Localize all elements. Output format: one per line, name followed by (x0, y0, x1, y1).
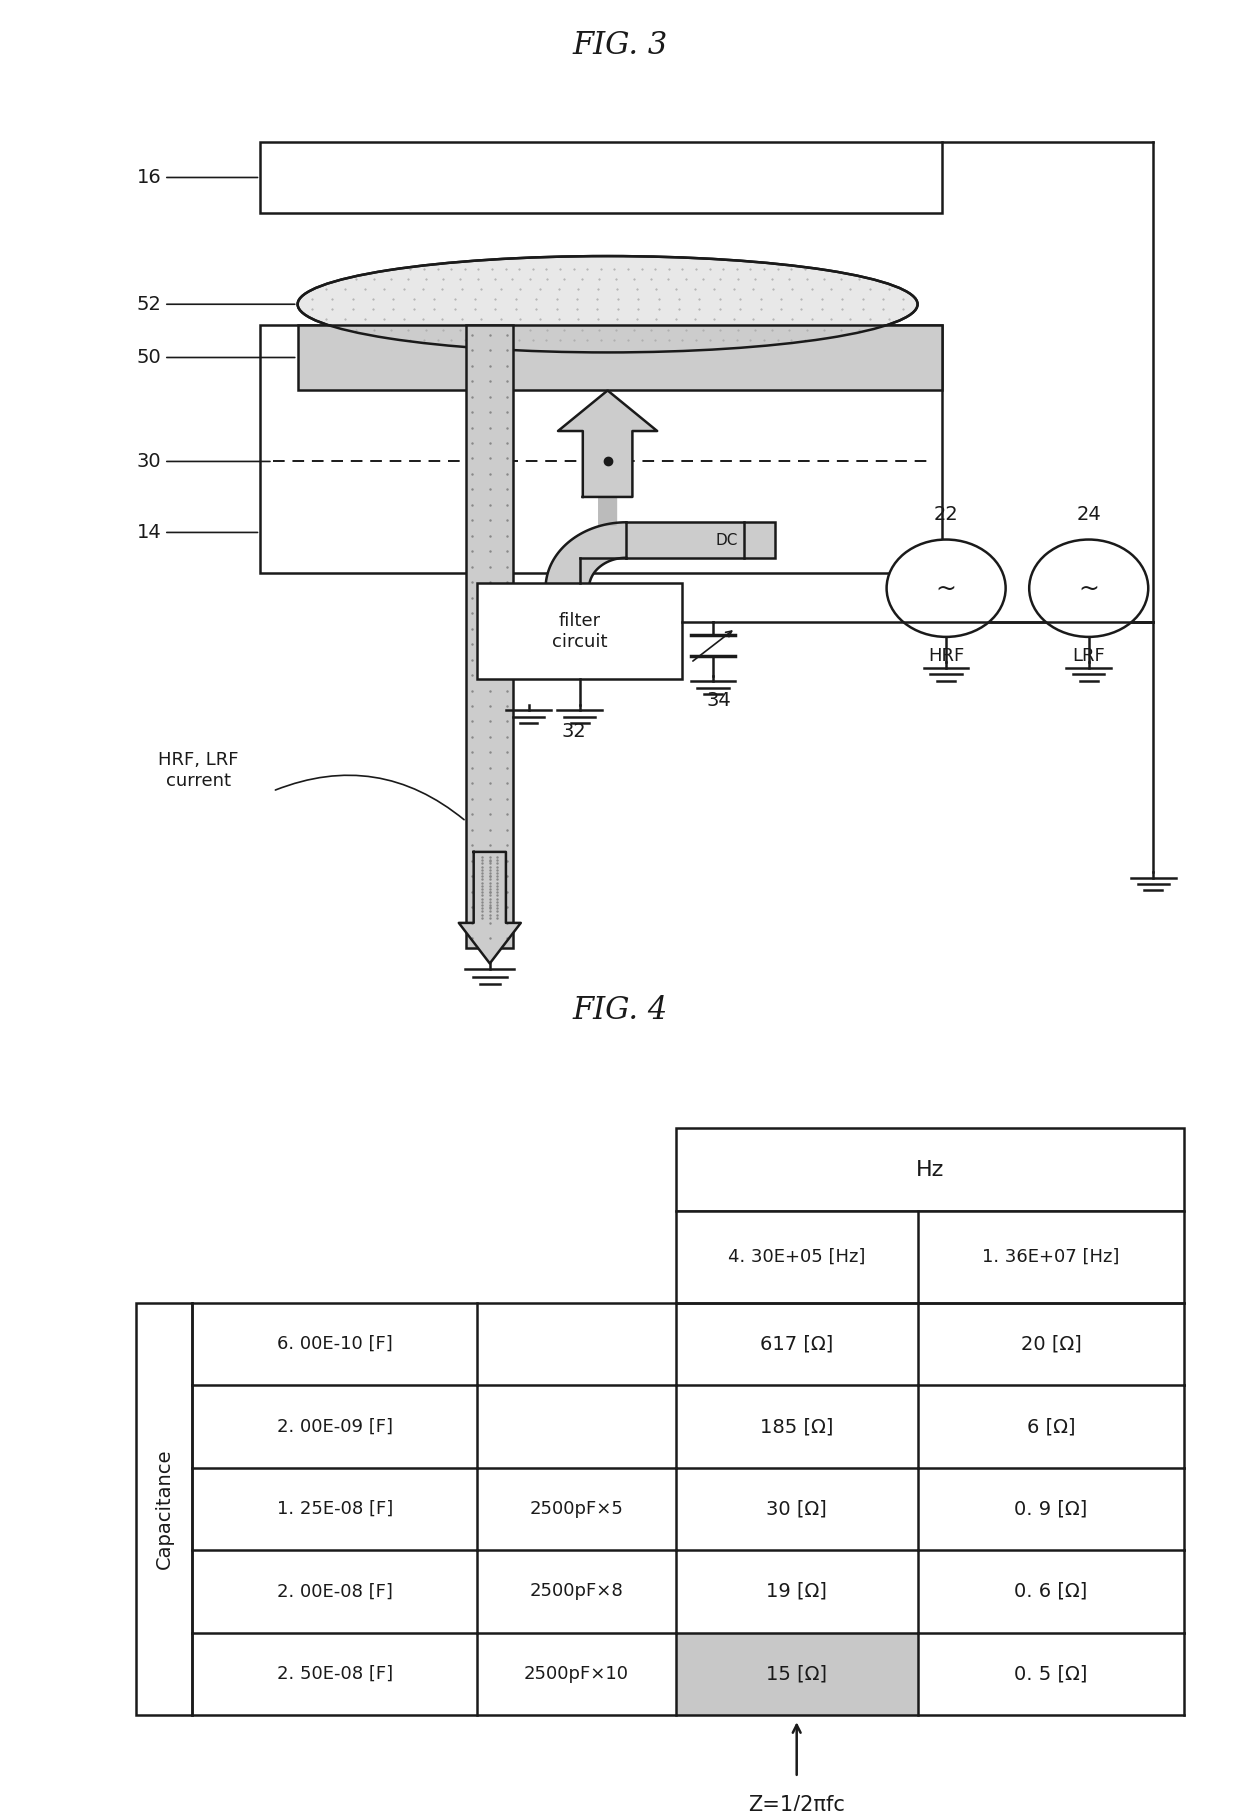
Text: 30: 30 (136, 453, 270, 471)
Bar (676, 1128, 1184, 1212)
Text: 1. 36E+07 [Hz]: 1. 36E+07 [Hz] (982, 1248, 1120, 1266)
Text: 0. 5 [Ω]: 0. 5 [Ω] (1014, 1664, 1087, 1684)
Text: HRF: HRF (928, 647, 965, 665)
Circle shape (1029, 540, 1148, 637)
Text: filter
circuit: filter circuit (552, 612, 608, 650)
Text: 22: 22 (934, 505, 959, 525)
Text: 30 [Ω]: 30 [Ω] (766, 1500, 827, 1518)
Text: 2. 50E-08 [F]: 2. 50E-08 [F] (277, 1664, 393, 1682)
Text: 185 [Ω]: 185 [Ω] (760, 1416, 833, 1436)
Text: ~: ~ (1079, 576, 1099, 599)
Text: 1. 25E-08 [F]: 1. 25E-08 [F] (277, 1500, 393, 1518)
Text: 617 [Ω]: 617 [Ω] (760, 1335, 833, 1353)
Text: 15 [Ω]: 15 [Ω] (766, 1664, 827, 1684)
Text: 28: 28 (477, 608, 502, 627)
Bar (676, 1212, 1184, 1302)
Text: 0. 9 [Ω]: 0. 9 [Ω] (1014, 1500, 1087, 1518)
Text: 19 [Ω]: 19 [Ω] (766, 1583, 827, 1601)
Text: DC: DC (715, 532, 738, 547)
Polygon shape (626, 522, 744, 558)
Text: 34: 34 (707, 692, 732, 710)
Text: Hz: Hz (916, 1159, 944, 1179)
Text: 2500pF×8: 2500pF×8 (529, 1583, 624, 1601)
Bar (260, 141, 942, 214)
Text: LRF: LRF (1073, 647, 1105, 665)
Text: 24: 24 (1076, 505, 1101, 525)
Text: 52: 52 (136, 295, 295, 313)
Polygon shape (459, 851, 521, 963)
Text: 4. 30E+05 [Hz]: 4. 30E+05 [Hz] (728, 1248, 866, 1266)
Bar (477, 583, 682, 679)
Text: HRF, LRF
current: HRF, LRF current (159, 752, 238, 790)
Text: Z=1/2πfc: Z=1/2πfc (748, 1795, 846, 1811)
Text: FIG. 4: FIG. 4 (573, 994, 667, 1025)
Text: 16: 16 (136, 168, 258, 187)
Text: 2. 00E-09 [F]: 2. 00E-09 [F] (277, 1418, 393, 1436)
Text: 32: 32 (562, 723, 585, 741)
Text: 6. 00E-10 [F]: 6. 00E-10 [F] (277, 1335, 393, 1353)
Text: 2. 00E-08 [F]: 2. 00E-08 [F] (277, 1583, 393, 1601)
Text: 0. 6 [Ω]: 0. 6 [Ω] (1014, 1583, 1087, 1601)
Text: 6 [Ω]: 6 [Ω] (1027, 1416, 1075, 1436)
Ellipse shape (298, 255, 918, 353)
Text: Capacitance: Capacitance (155, 1449, 174, 1570)
Polygon shape (546, 522, 626, 589)
Bar (744, 522, 775, 558)
Bar (298, 324, 942, 391)
Bar (298, 324, 942, 391)
Text: 50: 50 (136, 348, 295, 368)
Text: 14: 14 (136, 523, 258, 541)
Text: 2500pF×10: 2500pF×10 (525, 1664, 629, 1682)
Text: 20 [Ω]: 20 [Ω] (1021, 1335, 1081, 1353)
FancyArrowPatch shape (594, 393, 621, 525)
Bar (136, 1302, 192, 1715)
Bar (676, 1634, 918, 1715)
Bar (260, 324, 942, 572)
Text: 2500pF×5: 2500pF×5 (529, 1500, 624, 1518)
Bar (466, 324, 513, 949)
Polygon shape (558, 391, 657, 496)
Circle shape (887, 540, 1006, 637)
Text: ~: ~ (936, 576, 956, 599)
Text: FIG. 3: FIG. 3 (573, 31, 667, 62)
